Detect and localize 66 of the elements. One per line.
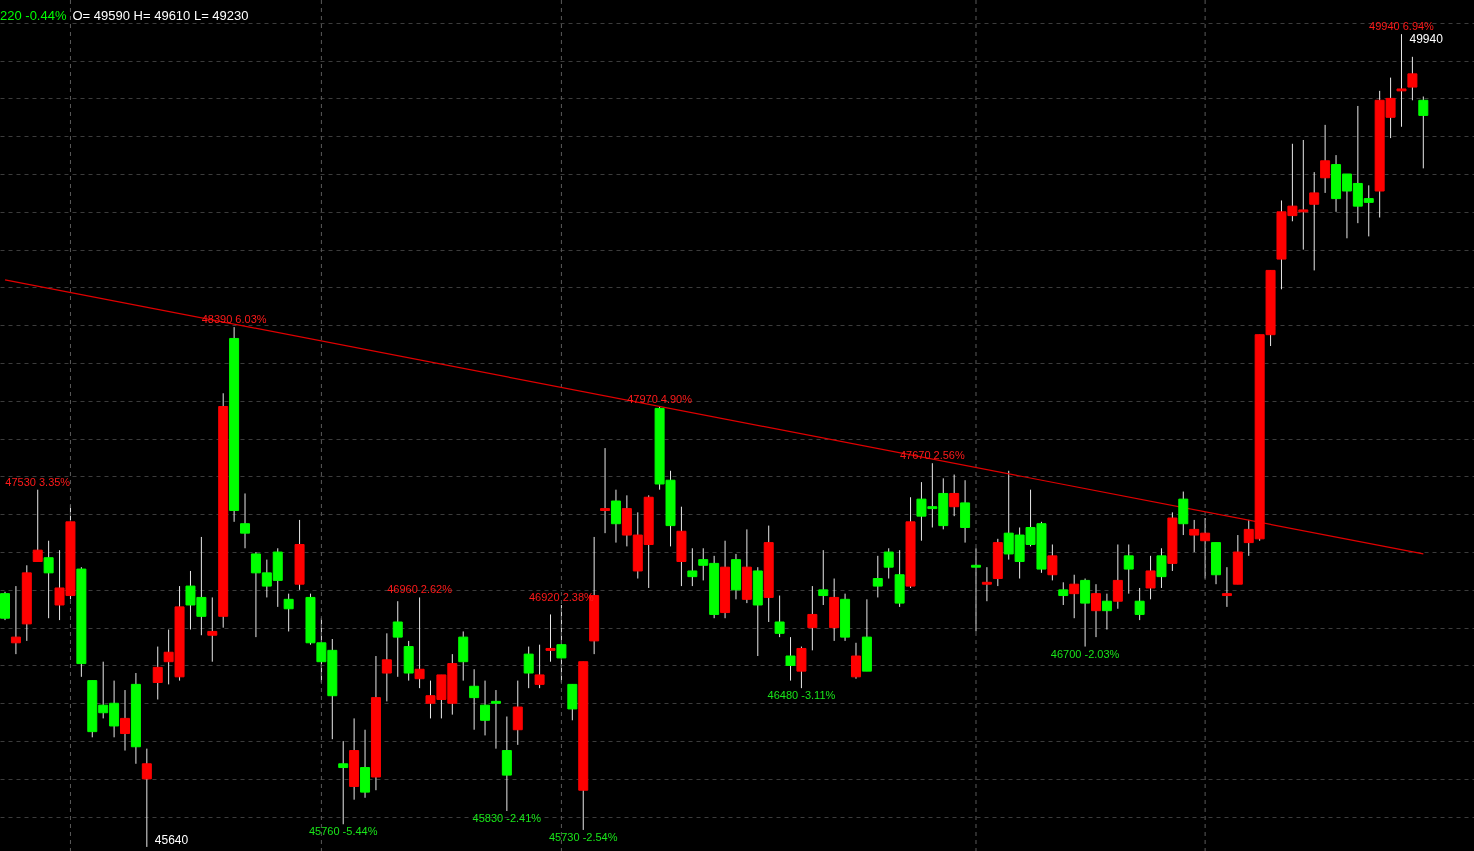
annotation: 45760 -5.44% bbox=[308, 825, 378, 838]
candlestick bbox=[785, 636, 796, 682]
candlestick bbox=[1396, 33, 1407, 128]
candlestick bbox=[1145, 555, 1156, 600]
candlestick bbox=[10, 585, 21, 655]
candlestick bbox=[480, 680, 491, 736]
candlestick bbox=[1309, 171, 1320, 271]
annotation: 46480 -3.11% bbox=[767, 689, 836, 702]
annotation: 45640 bbox=[154, 832, 189, 847]
annotation: 47530 3.35% bbox=[5, 475, 71, 488]
annotation: 46700 -2.03% bbox=[1050, 647, 1120, 660]
candlestick bbox=[971, 547, 981, 632]
candlestick bbox=[1156, 547, 1167, 589]
candlestick bbox=[152, 646, 163, 700]
annotation: 47970 4.90% bbox=[627, 392, 693, 405]
candlestick bbox=[1320, 124, 1331, 194]
candlestick bbox=[1407, 56, 1418, 101]
candlestick bbox=[240, 492, 251, 549]
chart-title: 220 -0.44% bbox=[0, 8, 67, 23]
candlestick bbox=[796, 646, 807, 689]
annotation: 45730 -2.54% bbox=[548, 830, 618, 843]
candlestick bbox=[610, 489, 621, 544]
candlestick bbox=[1047, 544, 1058, 581]
candlestick bbox=[392, 600, 403, 678]
candlestick bbox=[1080, 578, 1091, 648]
candlestick bbox=[414, 596, 425, 689]
candlestick bbox=[600, 447, 611, 534]
candlestick bbox=[141, 748, 152, 848]
candlestick bbox=[687, 547, 698, 587]
chart-subtitle: O= 49590 H= 49610 L= 49230 bbox=[72, 8, 249, 23]
candlestick bbox=[545, 613, 556, 663]
candlestick bbox=[512, 680, 523, 746]
candlestick bbox=[850, 642, 861, 680]
annotation: 46920 2.38% bbox=[528, 590, 595, 603]
candlestick bbox=[338, 740, 349, 825]
candlestick bbox=[1069, 574, 1080, 619]
candlestick bbox=[872, 555, 883, 598]
candlestick bbox=[43, 540, 54, 619]
candlestick bbox=[1058, 581, 1069, 606]
candlestick bbox=[120, 689, 131, 752]
candlestick bbox=[1112, 544, 1123, 610]
candlestick bbox=[469, 668, 480, 731]
candlestick bbox=[32, 489, 43, 563]
candlestick bbox=[1091, 583, 1102, 638]
candlestick bbox=[1418, 96, 1429, 169]
annotation: 49940 6.94% bbox=[1369, 20, 1435, 33]
annotation: 46960 2.62% bbox=[387, 583, 453, 596]
candlestick bbox=[381, 632, 392, 702]
candlestick bbox=[523, 646, 534, 689]
candlestick bbox=[818, 549, 829, 606]
annotation: 45830 -2.41% bbox=[472, 812, 542, 825]
candlestick bbox=[981, 566, 992, 602]
annotation: 49940 bbox=[1409, 32, 1444, 47]
candlestick bbox=[807, 585, 818, 651]
candlestick bbox=[774, 595, 785, 638]
candlestick bbox=[283, 593, 294, 632]
candlestick bbox=[1101, 593, 1112, 631]
candlestick bbox=[556, 604, 567, 683]
candlestick bbox=[490, 689, 501, 750]
candlestick bbox=[207, 596, 218, 663]
candlestick bbox=[1123, 544, 1134, 595]
candlestick bbox=[1134, 587, 1145, 621]
candlestick bbox=[883, 547, 894, 580]
candlestick bbox=[949, 474, 960, 517]
candlestick bbox=[534, 644, 545, 689]
candlestick bbox=[1221, 566, 1232, 608]
